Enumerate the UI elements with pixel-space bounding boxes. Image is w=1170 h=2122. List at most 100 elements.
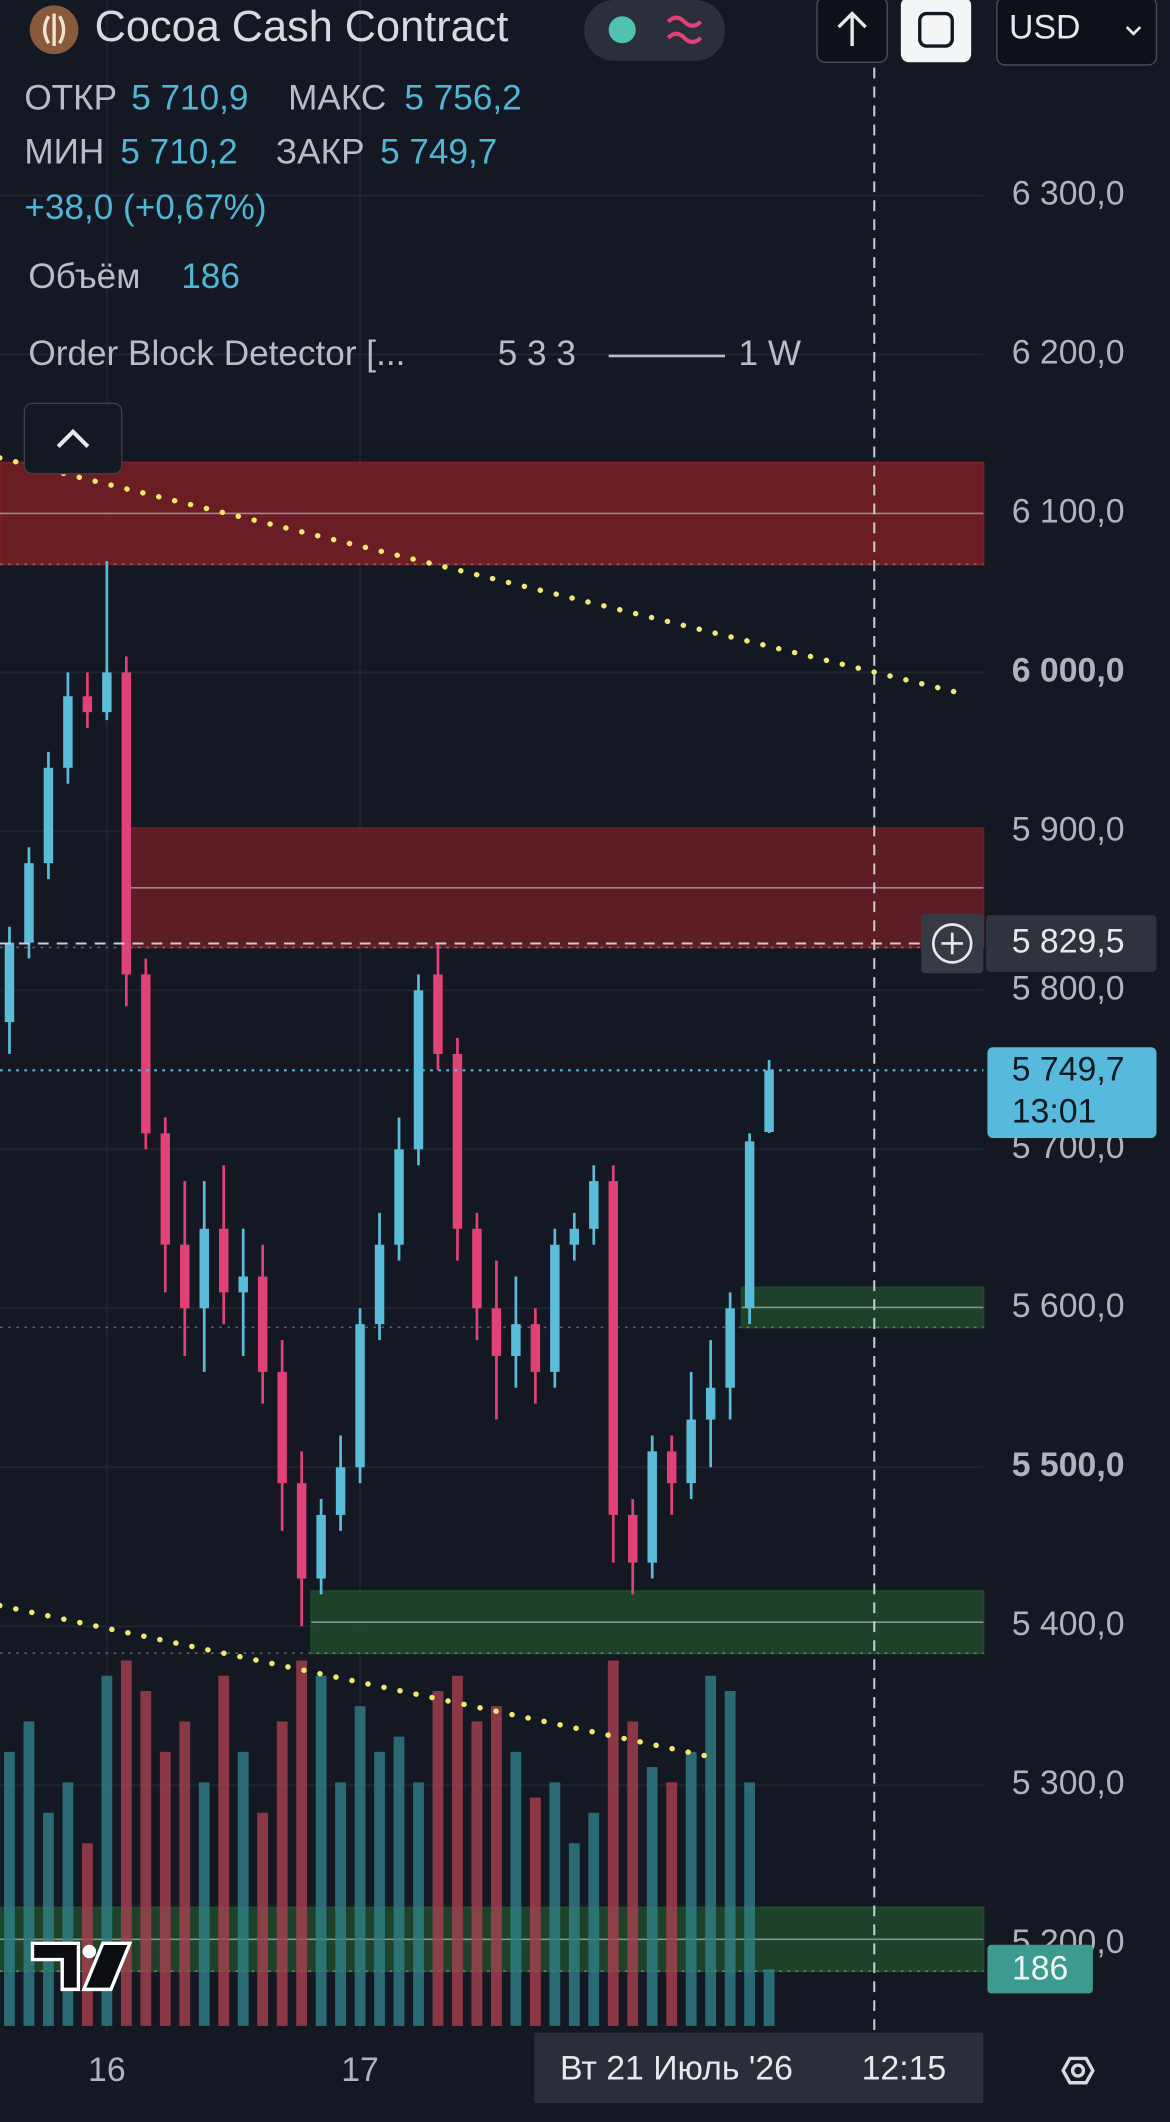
candle-body (277, 1371, 287, 1484)
volume-bar (705, 1675, 717, 2026)
volume-bar (276, 1721, 288, 2026)
fullscreen-button[interactable] (900, 0, 972, 63)
candle-body (608, 1181, 619, 1515)
candle-body (180, 1244, 190, 1309)
volume-bar (432, 1690, 444, 2026)
low-value: 5 710,2 (120, 133, 237, 172)
status-pill[interactable] (584, 0, 725, 61)
candle-body (725, 1308, 735, 1388)
candle-body (102, 672, 112, 713)
volume-bar (510, 1751, 522, 2026)
volume-bar (101, 1675, 113, 2026)
y-tick-label: 6 300,0 (1012, 174, 1125, 212)
crosshair-time-badge (534, 2032, 984, 2104)
volume-bar (159, 1751, 171, 2026)
last-price-label: 5 749,7 (1012, 1051, 1125, 1089)
candle-body (257, 1276, 268, 1372)
candle-body (316, 1514, 326, 1579)
volume-bar (237, 1751, 249, 2026)
fullscreen-icon (918, 11, 954, 48)
volume-bar (198, 1782, 210, 2026)
candle-body (121, 672, 132, 975)
candle-body (24, 863, 34, 943)
candle-body (744, 1141, 755, 1309)
high-value: 5 756,2 (404, 78, 521, 117)
currency-button[interactable] (996, 0, 1158, 66)
collapse-icon (56, 428, 90, 449)
candle-body (4, 942, 15, 1023)
settings-icon-center (1070, 2063, 1086, 2078)
y-tick-label: 6 000,0 (1012, 651, 1125, 689)
candle-body (82, 696, 93, 713)
candle-body (764, 1070, 774, 1132)
candle-body (433, 974, 443, 1054)
currency-label: USD (1009, 9, 1080, 47)
symbol-icon-glyph (42, 13, 66, 47)
volume-bar (588, 1812, 600, 2026)
currency-chevron (1125, 26, 1142, 36)
publish-icon (837, 11, 867, 47)
volume-bar (549, 1782, 561, 2026)
candle-body (160, 1133, 171, 1245)
volume-label: Объём (28, 257, 140, 296)
volume-bar (413, 1782, 424, 2026)
volume-bar (646, 1767, 658, 2026)
volume-bar (296, 1660, 308, 2026)
low-label: МИН (24, 133, 104, 172)
crosshair-time-label: 12:15 (862, 2050, 947, 2088)
candle-body (394, 1149, 404, 1245)
volume-badge (987, 1944, 1093, 1994)
y-tick-label: 5 500,0 (1012, 1446, 1125, 1484)
candle-body (63, 696, 73, 768)
volume-badge-label: 186 (1012, 1949, 1068, 1987)
candle-body (218, 1228, 229, 1293)
volume-bar (627, 1721, 639, 2026)
volume-bar (218, 1675, 230, 2026)
delayed-icon (666, 15, 703, 44)
volume-bar (724, 1690, 736, 2026)
settings-icon[interactable] (1061, 2056, 1095, 2085)
volume-bar (452, 1675, 463, 2026)
change-value: +38,0 (+0,67%) (24, 188, 266, 227)
volume-bar (179, 1721, 191, 2026)
indicator-params: 5 3 3 (498, 334, 576, 373)
volume-bar (666, 1782, 678, 2026)
y-tick-label: 5 900,0 (1012, 810, 1125, 848)
volume-bar (374, 1751, 385, 2026)
candle-body (628, 1514, 638, 1563)
candle-body (141, 974, 151, 1134)
volume-bar (744, 1782, 756, 2026)
y-tick-label: 5 800,0 (1012, 969, 1125, 1007)
candle-body (413, 990, 424, 1150)
candle-body (589, 1181, 599, 1229)
ui-layer: Cocoa Cash Contract USD ОТКР 5 710,9 МАК… (23, 0, 1158, 2104)
x-tick-label: 17 (341, 2051, 379, 2089)
add-alert-plus (941, 932, 964, 955)
open-label: ОТКР (24, 78, 117, 117)
close-value: 5 749,7 (380, 133, 497, 172)
volume-bar (23, 1721, 35, 2026)
candle-body (374, 1244, 385, 1325)
volume-bar (81, 1843, 93, 2026)
tv-logo-dot (82, 1944, 97, 1959)
candle-body (550, 1244, 560, 1372)
volume-bar (4, 1751, 15, 2026)
candle-body (569, 1228, 580, 1245)
crosshair-price-label: 5 829,5 (1012, 922, 1125, 960)
volume-bar (257, 1812, 269, 2026)
candle-body (705, 1387, 716, 1420)
collapse-legend-button[interactable] (23, 402, 123, 475)
volume-value: 186 (181, 257, 240, 296)
candle-body (491, 1308, 502, 1356)
last-price-badge (987, 1047, 1157, 1138)
candle-body (647, 1451, 657, 1563)
trendline (0, 455, 963, 696)
open-value: 5 710,9 (131, 78, 248, 117)
countdown-label: 13:01 (1012, 1093, 1097, 1131)
high-label: МАКС (288, 78, 386, 117)
candle-body (530, 1324, 541, 1372)
volume-bar (607, 1660, 619, 2026)
tv-logo (30, 1941, 133, 1992)
volume-bar (335, 1782, 346, 2026)
